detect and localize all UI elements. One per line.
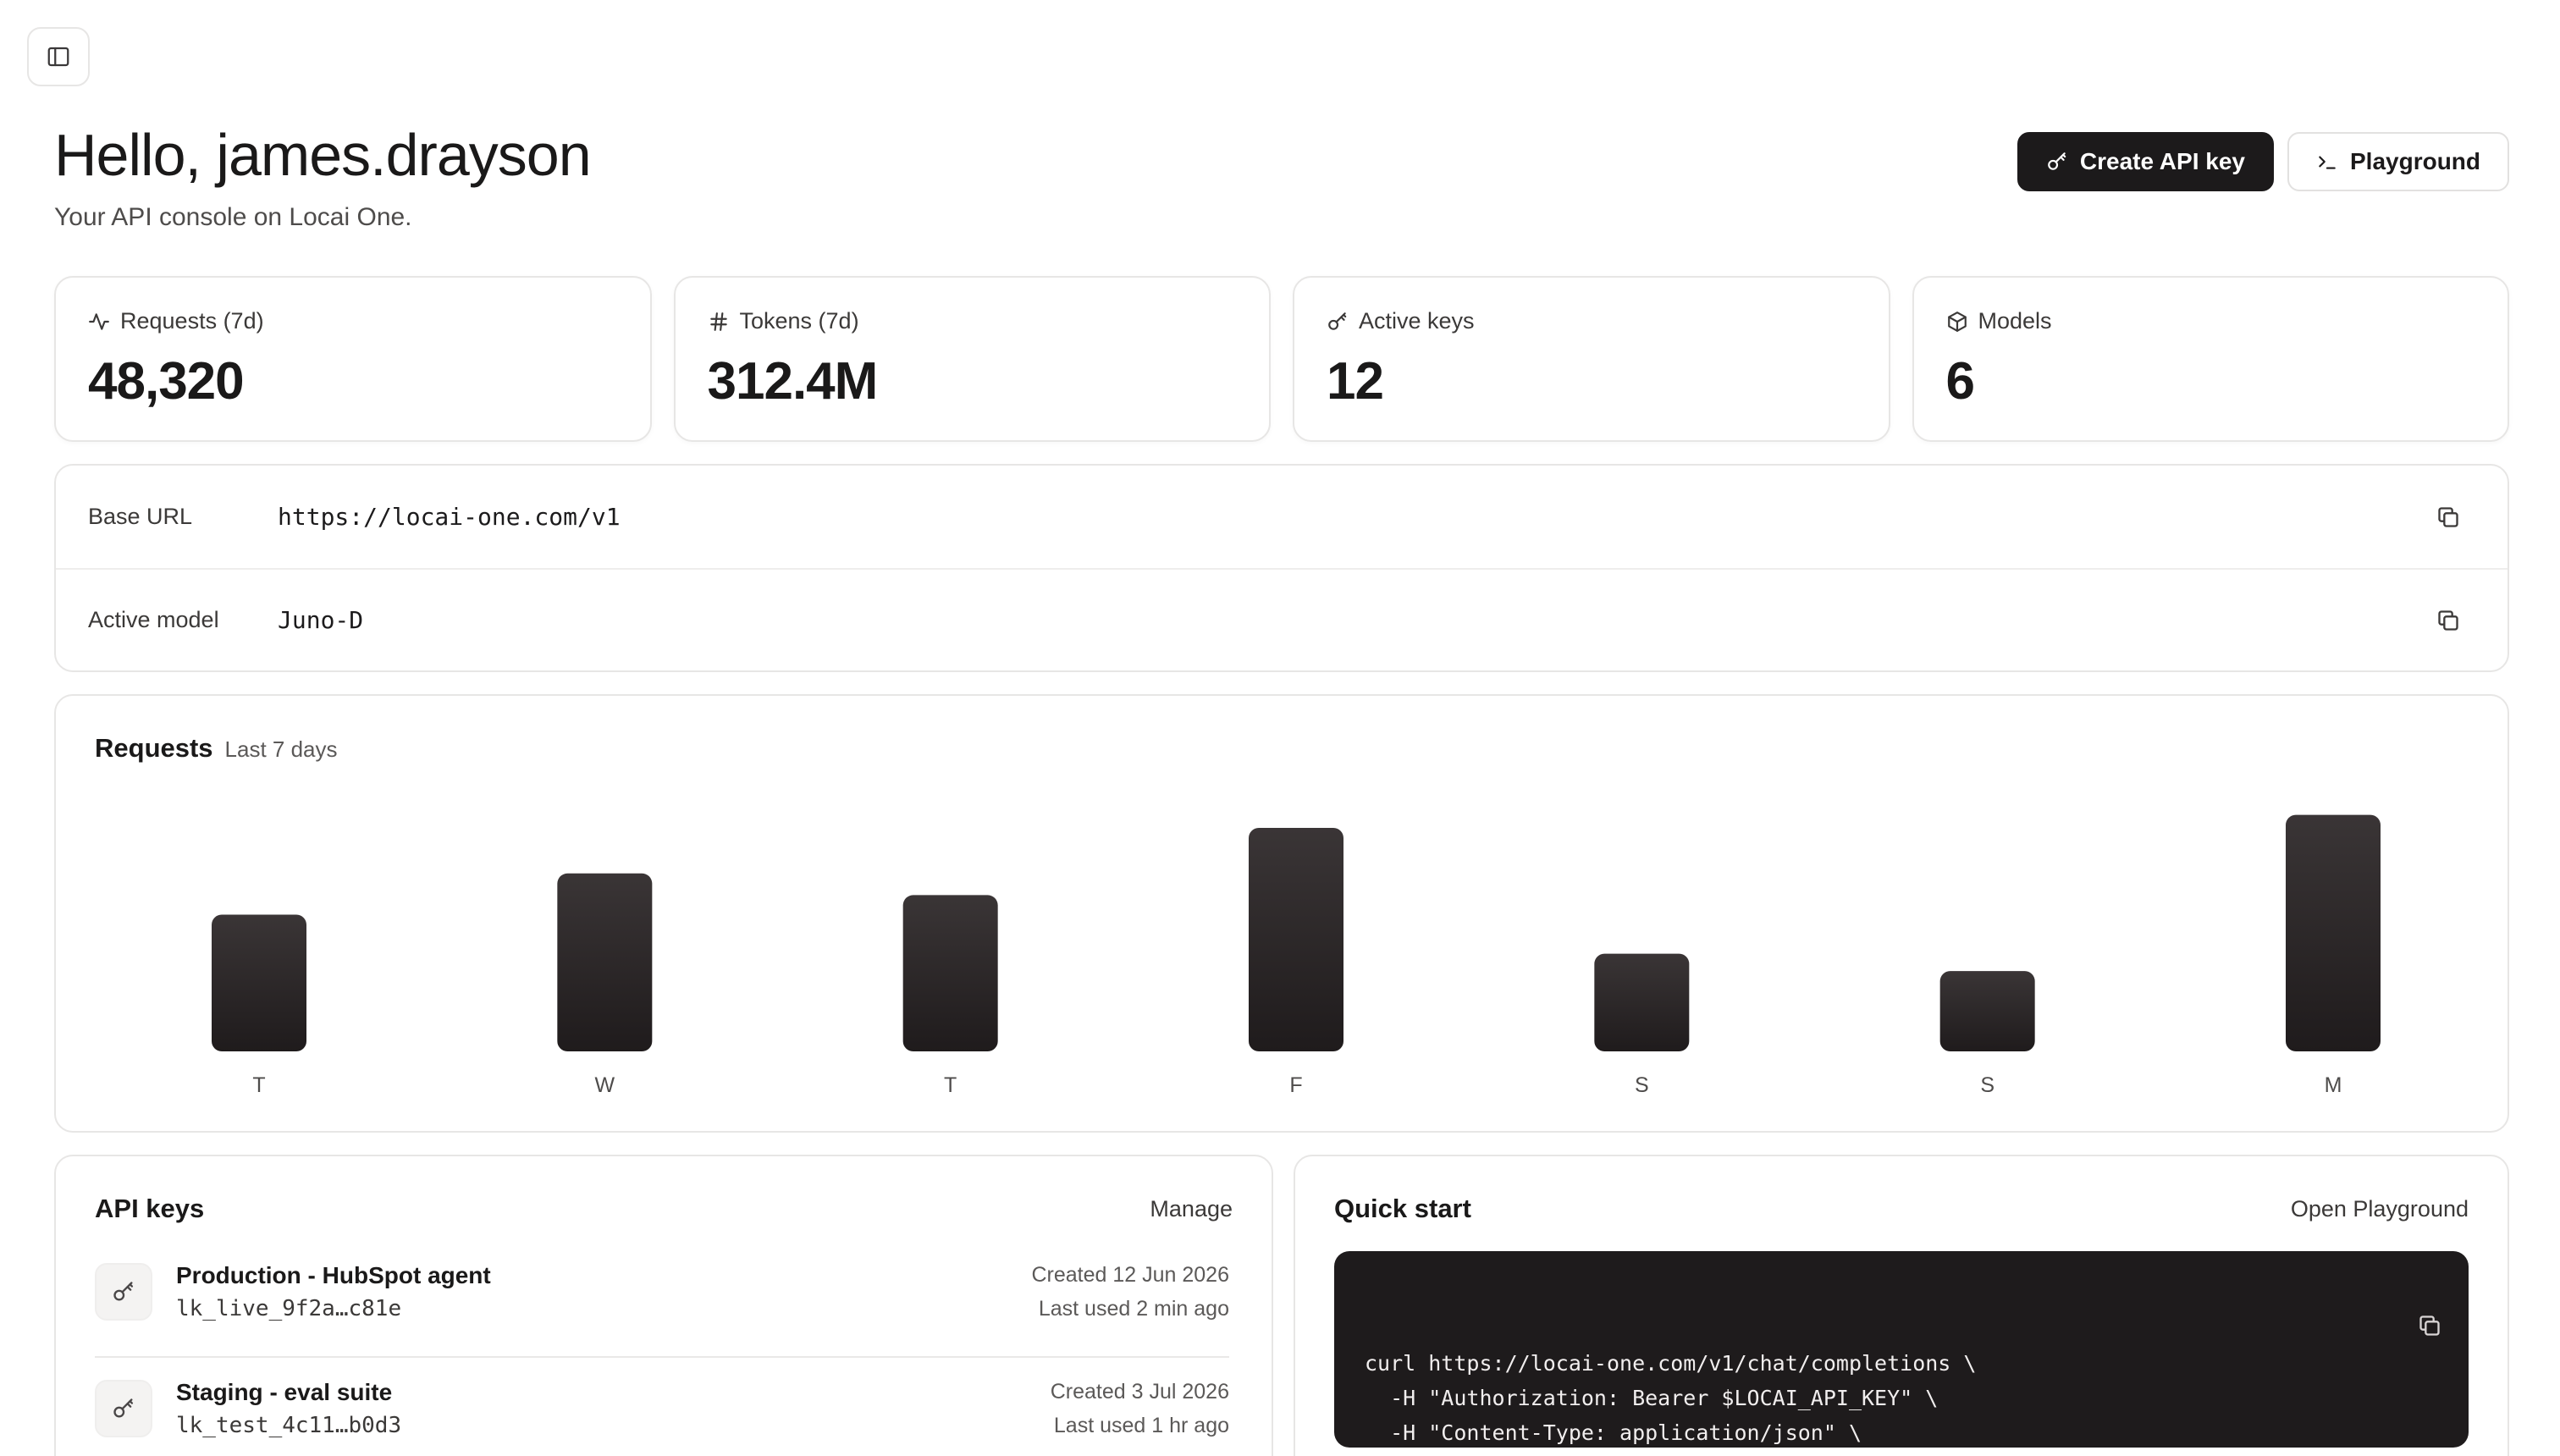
chart-bar-6	[2286, 814, 2381, 1051]
create-api-key-button[interactable]: Create API key	[2017, 132, 2274, 191]
api-key-id: lk_live_9f2a…c81e	[176, 1296, 402, 1321]
api-key-created: Created 12 Jun 2026	[1031, 1263, 1229, 1287]
quick-start-header: Quick start Open Playground	[1334, 1194, 2469, 1224]
requests-chart-card: Requests Last 7 days T W T F S S M	[54, 694, 2509, 1133]
stat-label: Models	[1978, 308, 2052, 334]
key-icon	[2048, 152, 2066, 170]
stat-value: 6	[1945, 352, 1975, 411]
copy-icon	[2438, 506, 2458, 527]
active-model-row: Active model Juno-D	[56, 568, 2508, 670]
create-api-key-label: Create API key	[2079, 148, 2245, 174]
sidebar-icon	[47, 47, 69, 67]
api-key-id: lk_test_4c11…b0d3	[176, 1413, 402, 1438]
stat-label: Requests (7d)	[120, 308, 264, 334]
hash-icon	[709, 312, 727, 331]
stat-card-models: Models 6	[1912, 276, 2509, 442]
activity-icon	[89, 312, 109, 330]
api-key-name: Production - HubSpot agent	[176, 1262, 491, 1288]
connection-config: Base URL https://locai-one.com/v1 Active…	[54, 464, 2509, 672]
stat-label: Active keys	[1359, 308, 1475, 334]
chart-tick-label-0: T	[252, 1073, 265, 1097]
chart-bar-1	[557, 873, 653, 1051]
key-icon	[113, 1282, 134, 1301]
terminal-icon	[2319, 156, 2336, 169]
api-key-last-used: Last used 2 min ago	[1038, 1297, 1229, 1321]
quick-start-card: Quick start Open Playground curl https:/…	[1294, 1155, 2509, 1456]
page-header: Hello, james.drayson Your API console on…	[54, 119, 2509, 245]
box-icon	[1947, 311, 1967, 332]
active-model-label: Active model	[88, 607, 219, 632]
quick-start-code-block: curl https://locai-one.com/v1/chat/compl…	[1334, 1251, 2469, 1456]
copy-base-url-button[interactable]	[2433, 502, 2463, 532]
api-key-row[interactable]: Production - HubSpot agent lk_live_9f2a……	[95, 1241, 1229, 1343]
copy-active-model-button[interactable]	[2433, 605, 2463, 636]
api-key-name: Staging - eval suite	[176, 1379, 393, 1405]
stats-row: Requests (7d) 48,320 Tokens (7d) 312.4M …	[54, 276, 2509, 442]
chart-subtitle: Last 7 days	[224, 736, 338, 762]
copy-icon	[2419, 1315, 2440, 1336]
playground-label: Playground	[2349, 148, 2480, 174]
api-keys-title: API keys	[95, 1194, 205, 1223]
base-url-label: Base URL	[88, 504, 193, 529]
chart-tick-label-6: M	[2325, 1073, 2342, 1097]
sidebar-toggle-button[interactable]	[27, 27, 90, 86]
chart-bar-5	[1939, 971, 2035, 1051]
api-key-divider	[95, 1356, 1229, 1358]
manage-keys-link[interactable]: Manage	[1150, 1195, 1233, 1222]
stat-value: 48,320	[88, 352, 245, 411]
stat-card-requests: Requests (7d) 48,320	[54, 276, 652, 442]
copy-code-button[interactable]	[2342, 1278, 2441, 1382]
playground-button[interactable]: Playground	[2287, 132, 2509, 191]
api-key-row[interactable]: Staging - eval suite lk_test_4c11…b0d3 C…	[95, 1358, 1229, 1456]
copy-icon	[2438, 609, 2458, 631]
chart-bar-3	[1249, 827, 1343, 1051]
chart-tick-label-4: S	[1635, 1073, 1649, 1097]
stat-card-active-keys: Active keys 12	[1293, 276, 1890, 442]
open-playground-link[interactable]: Open Playground	[2290, 1195, 2469, 1222]
key-avatar	[95, 1263, 152, 1321]
chart-header: Requests Last 7 days	[95, 733, 338, 764]
chart-title: Requests	[95, 733, 213, 763]
key-avatar	[95, 1380, 152, 1437]
chart-bar-4	[1594, 953, 1690, 1051]
stat-label: Tokens (7d)	[739, 308, 859, 334]
quick-start-title: Quick start	[1334, 1194, 1471, 1223]
page-subtitle: Your API console on Locai One.	[54, 203, 412, 231]
chart-bar-0	[212, 914, 306, 1051]
api-keys-header: API keys Manage	[95, 1194, 1233, 1224]
chart-tick-label-3: F	[1289, 1073, 1302, 1097]
stat-card-tokens: Tokens (7d) 312.4M	[673, 276, 1271, 442]
header-actions: Create API key Playground	[2017, 132, 2509, 191]
api-keys-card: API keys Manage Production - HubSpot age…	[54, 1155, 1273, 1456]
key-icon	[113, 1398, 134, 1418]
api-key-created: Created 3 Jul 2026	[1050, 1380, 1229, 1404]
base-url-value: https://locai-one.com/v1	[278, 503, 621, 531]
stat-value: 12	[1327, 352, 1384, 411]
page-title: Hello, james.drayson	[54, 122, 592, 188]
stat-value: 312.4M	[707, 352, 879, 411]
chart-tick-label-5: S	[1980, 1073, 1994, 1097]
chart-tick-label-2: T	[944, 1073, 957, 1097]
key-icon	[1328, 312, 1347, 330]
api-key-last-used: Last used 1 hr ago	[1053, 1414, 1229, 1437]
base-url-row: Base URL https://locai-one.com/v1	[56, 466, 2508, 568]
quick-start-code: curl https://locai-one.com/v1/chat/compl…	[1365, 1351, 2091, 1456]
chart-tick-label-1: W	[595, 1073, 615, 1097]
chart-bar-2	[902, 895, 998, 1051]
active-model-value: Juno-D	[278, 606, 364, 634]
